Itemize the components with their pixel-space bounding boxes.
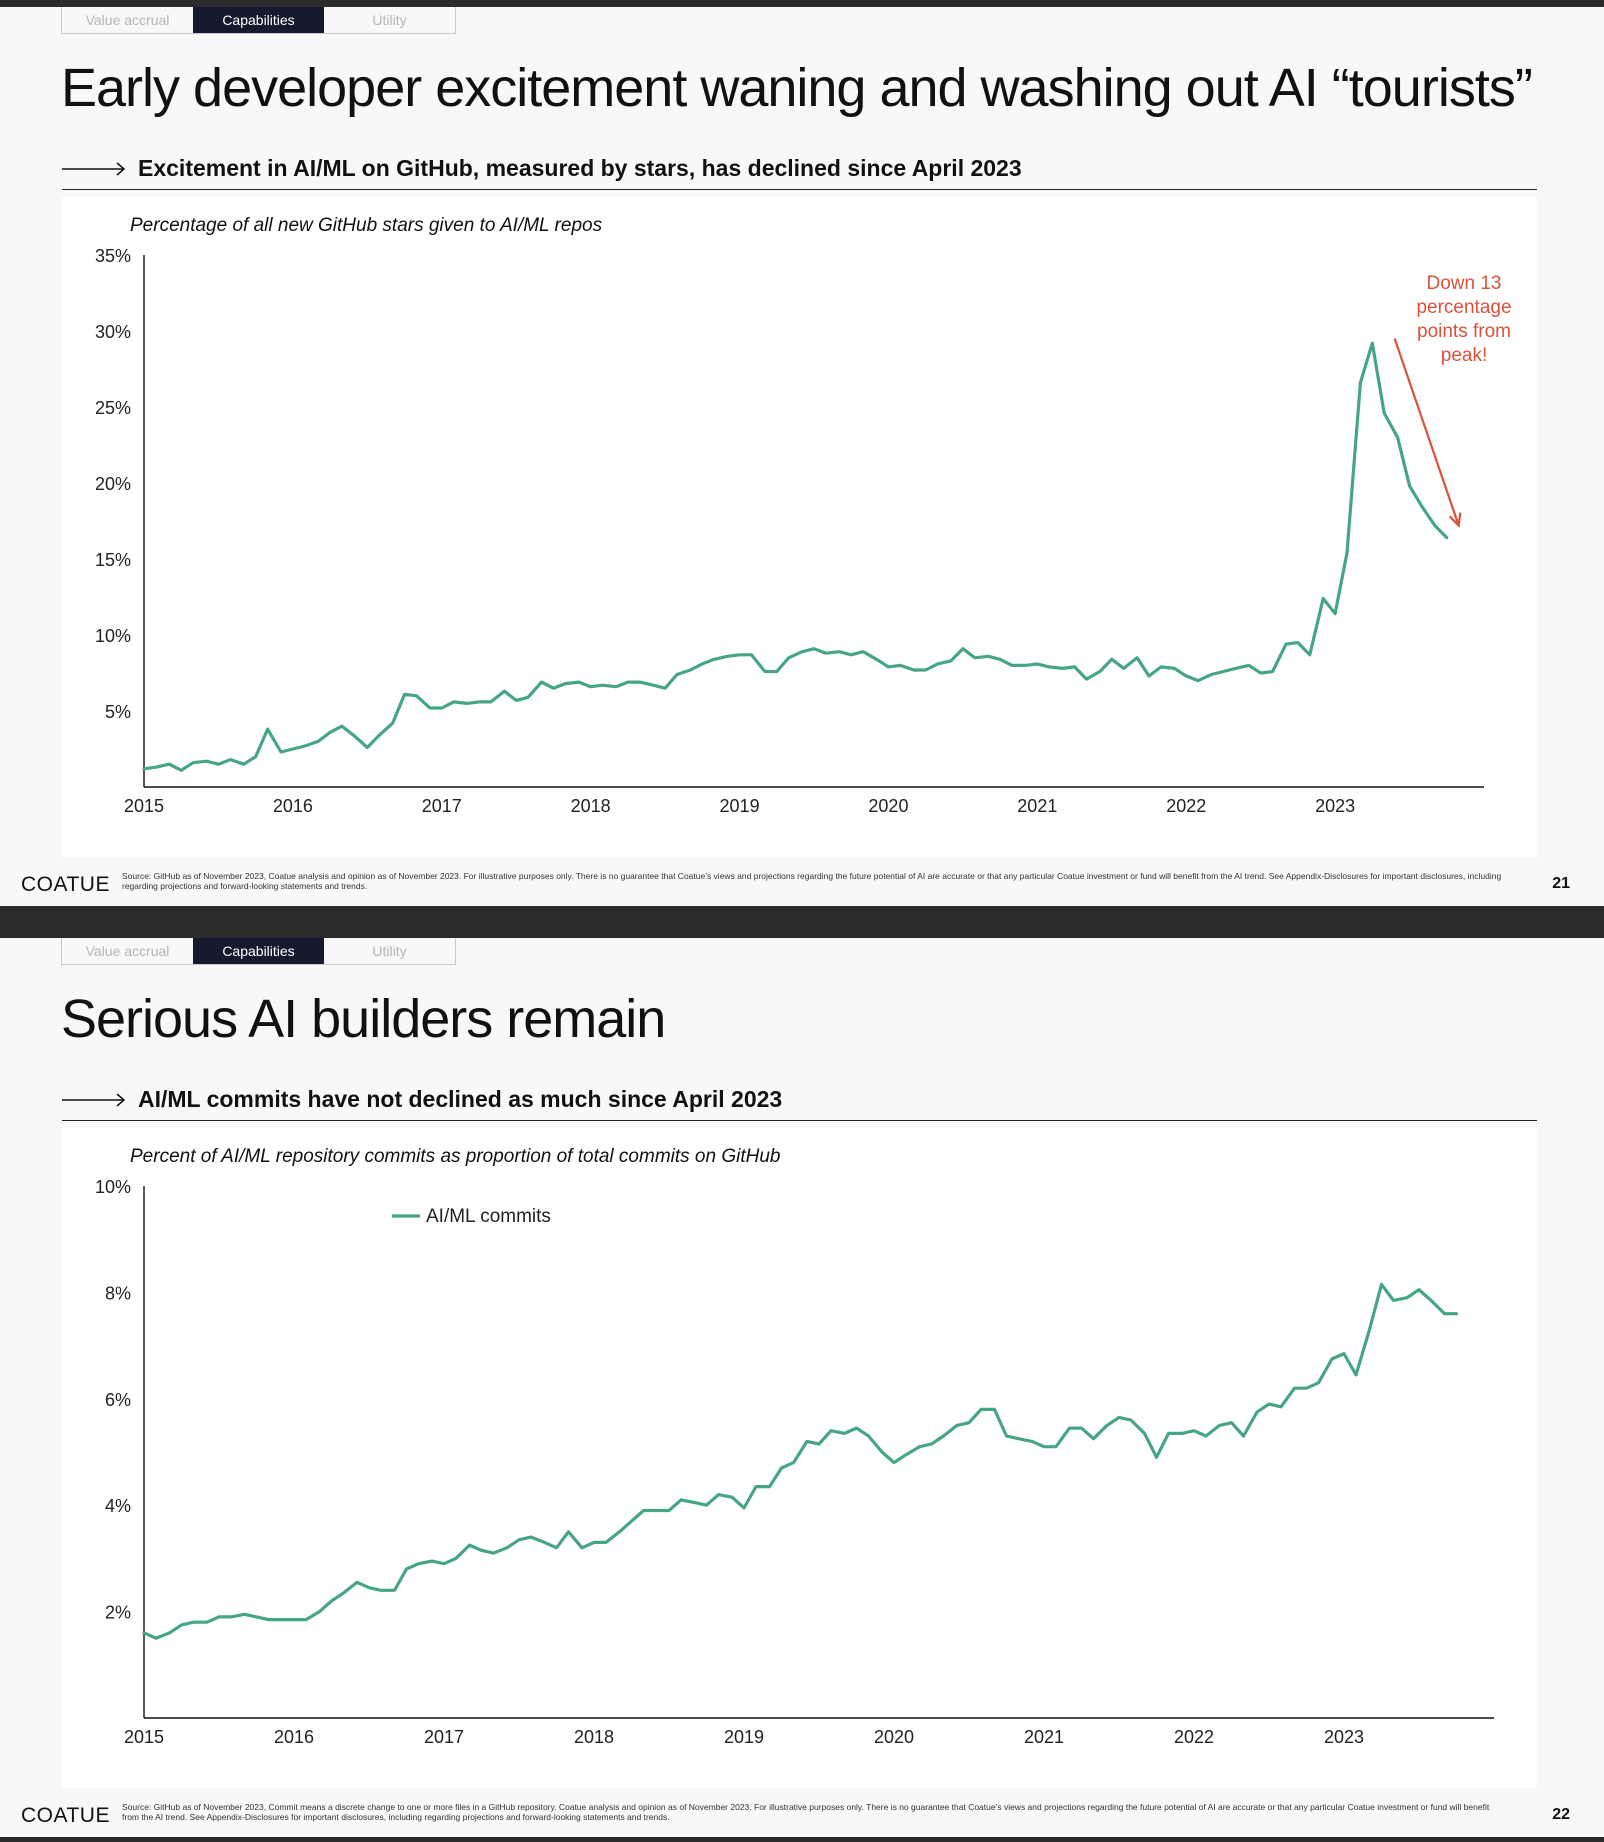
series-line: [142, 341, 1449, 772]
y-tick-label: 15%: [95, 550, 131, 570]
tab-utility[interactable]: Utility: [324, 938, 455, 964]
chart-title: Percentage of all new GitHub stars given…: [130, 215, 603, 236]
annotation-text: Down 13: [1427, 273, 1502, 294]
section-tabs: Value accrual Capabilities Utility: [61, 938, 456, 965]
x-tick-label: 2015: [124, 796, 164, 816]
slide-21: Value accrual Capabilities Utility Early…: [0, 7, 1604, 906]
x-tick-label: 2019: [720, 796, 760, 816]
y-tick-label: 25%: [95, 398, 131, 418]
section-tabs: Value accrual Capabilities Utility: [61, 7, 456, 34]
x-tick-label: 2022: [1174, 1727, 1214, 1747]
github-commits-chart: Percent of AI/ML repository commits as p…: [95, 1146, 1494, 1747]
footer: COATUE Source: GitHub as of November 202…: [0, 867, 1604, 903]
x-tick-label: 2021: [1017, 796, 1057, 816]
divider: [62, 1120, 1537, 1121]
x-tick-label: 2018: [574, 1727, 614, 1747]
y-tick-label: 5%: [105, 702, 131, 722]
x-tick-label: 2017: [422, 796, 462, 816]
annotation-text: points from: [1417, 321, 1511, 342]
annotation-arrow-line: [1393, 338, 1460, 526]
tab-capabilities[interactable]: Capabilities: [193, 7, 324, 33]
y-tick-label: 2%: [105, 1603, 131, 1623]
x-tick-label: 2020: [874, 1727, 914, 1747]
x-tick-label: 2022: [1166, 796, 1206, 816]
right-arrow-icon: [62, 161, 126, 176]
y-tick-label: 35%: [95, 246, 131, 266]
y-tick-label: 10%: [95, 626, 131, 646]
footer: COATUE Source: GitHub as of November 202…: [0, 1798, 1604, 1834]
x-tick-label: 2023: [1315, 796, 1355, 816]
divider: [62, 189, 1537, 190]
source-note: Source: GitHub as of November 2023, Coat…: [122, 871, 1502, 891]
x-tick-label: 2018: [571, 796, 611, 816]
page-number: 21: [1552, 875, 1570, 892]
x-tick-label: 2023: [1324, 1727, 1364, 1747]
right-arrow-icon: [62, 1092, 126, 1107]
x-tick-label: 2021: [1024, 1727, 1064, 1747]
x-tick-label: 2015: [124, 1727, 164, 1747]
y-tick-label: 6%: [105, 1390, 131, 1410]
series-line: [142, 1282, 1459, 1640]
y-tick-label: 8%: [105, 1283, 131, 1303]
x-tick-label: 2016: [273, 796, 313, 816]
annotation-text: peak!: [1441, 345, 1487, 366]
coatue-logo: COATUE: [21, 873, 110, 896]
coatue-logo: COATUE: [21, 1804, 110, 1827]
x-tick-label: 2016: [274, 1727, 314, 1747]
legend-label: AI/ML commits: [426, 1206, 551, 1227]
tab-value-accrual[interactable]: Value accrual: [62, 7, 193, 33]
tab-capabilities[interactable]: Capabilities: [193, 938, 324, 964]
tab-utility[interactable]: Utility: [324, 7, 455, 33]
y-tick-label: 30%: [95, 322, 131, 342]
github-stars-chart: Percentage of all new GitHub stars given…: [95, 215, 1512, 816]
slide-22: Value accrual Capabilities Utility Serio…: [0, 938, 1604, 1837]
page-title: Early developer excitement waning and wa…: [61, 58, 1533, 118]
source-note: Source: GitHub as of November 2023, Comm…: [122, 1802, 1490, 1822]
tab-value-accrual[interactable]: Value accrual: [62, 938, 193, 964]
subheading-row: AI/ML commits have not declined as much …: [62, 1086, 782, 1113]
subheading-row: Excitement in AI/ML on GitHub, measured …: [62, 155, 1022, 182]
page-number: 22: [1552, 1806, 1570, 1823]
chart-area: Percent of AI/ML repository commits as p…: [62, 1128, 1537, 1788]
y-tick-label: 20%: [95, 474, 131, 494]
x-tick-label: 2017: [424, 1727, 464, 1747]
y-tick-label: 4%: [105, 1496, 131, 1516]
chart-title: Percent of AI/ML repository commits as p…: [130, 1146, 780, 1167]
subheading: Excitement in AI/ML on GitHub, measured …: [138, 155, 1022, 181]
annotation-text: percentage: [1416, 297, 1511, 318]
x-tick-label: 2020: [868, 796, 908, 816]
x-tick-label: 2019: [724, 1727, 764, 1747]
subheading: AI/ML commits have not declined as much …: [138, 1086, 783, 1112]
chart-area: Percentage of all new GitHub stars given…: [62, 197, 1537, 857]
y-tick-label: 10%: [95, 1177, 131, 1197]
annotation-arrowhead: [1448, 512, 1462, 528]
page-title: Serious AI builders remain: [61, 989, 666, 1049]
